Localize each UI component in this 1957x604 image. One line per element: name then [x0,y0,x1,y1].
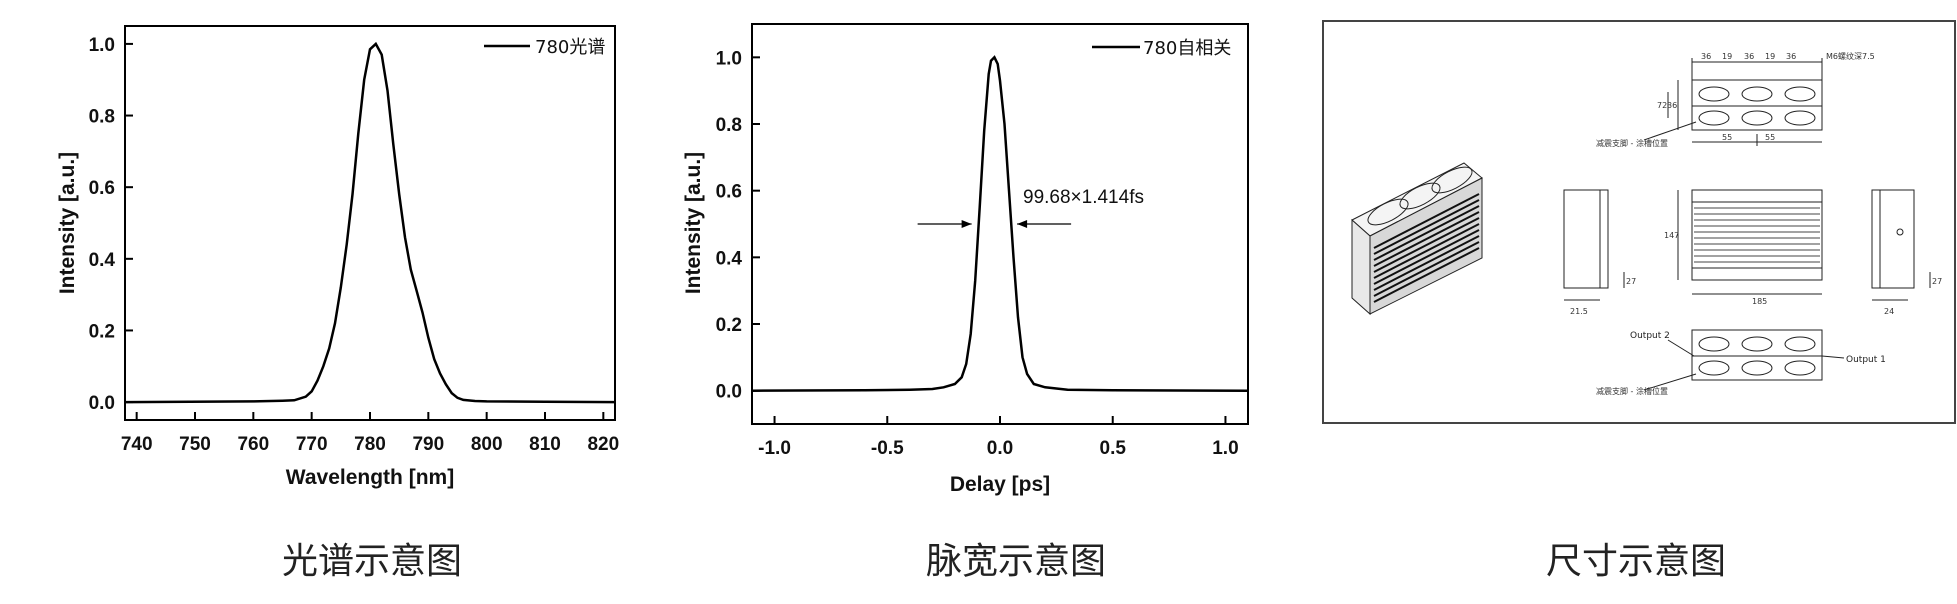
dim-side-2: 36 [1667,101,1677,110]
y-tick-label: 0.8 [716,115,742,136]
front-view [1677,189,1823,295]
x-tick-label: -1.0 [758,438,791,459]
thread-note: M6螺纹深7.5 [1826,51,1875,61]
left-view [1563,189,1625,301]
x-tick-label: 1.0 [1212,438,1238,459]
dim-bottom-2: 55 [1765,133,1775,142]
y-ticks: 0.0 0.2 0.4 0.6 0.8 1.0 [89,35,133,414]
y-tick-label: 0.2 [89,321,115,342]
left-height: 27 [1626,277,1636,286]
fwhm-annotation: 99.68×1.414fs [1023,187,1144,208]
right-height: 27 [1932,277,1942,286]
right-width: 24 [1884,307,1894,316]
front-width: 185 [1752,297,1767,306]
plot-frame [124,25,616,421]
dim-top-1: 36 [1701,52,1711,61]
pulse-width-chart: -1.0 -0.5 0.0 0.5 1.0 0.0 0.2 0.4 0.6 0.8 1.0 780… [682,23,1249,496]
y-axis-label: Intensity [a.u.] [682,152,705,294]
dim-side-1: 72 [1657,101,1667,110]
legend-label: 780光谱 [535,37,605,58]
mount-note-bottom: 减震支脚 - 涂槽位置 [1596,386,1668,396]
caption-pulse-width: 脉宽示意图 [925,541,1106,582]
x-tick-label: 0.0 [987,438,1013,459]
x-tick-label: 820 [587,434,619,455]
y-tick-label: 0.0 [89,393,115,414]
right-view [1871,189,1931,301]
y-tick-label: 0.6 [89,178,115,199]
x-tick-label: 770 [296,434,328,455]
x-axis-label: Delay [ps] [950,473,1050,496]
y-axis-label: Intensity [a.u.] [56,152,79,294]
isometric-view [1351,162,1483,316]
x-ticks: -1.0 -0.5 0.0 0.5 1.0 [758,416,1239,459]
x-tick-label: -0.5 [871,438,904,459]
x-tick-label: 760 [237,434,269,455]
x-tick-label: 740 [121,434,153,455]
legend-label: 780自相关 [1143,38,1231,59]
x-tick-label: 800 [471,434,503,455]
front-height: 147 [1664,231,1679,240]
y-ticks: 0.0 0.2 0.4 0.6 0.8 1.0 [716,48,760,403]
fwhm-left-arrowhead [961,220,972,228]
y-tick-label: 0.4 [89,250,116,271]
spectrum-chart: 740 750 760 770 780 790 800 810 820 0.0 0.2 0.4 0.6… [56,25,619,489]
x-tick-label: 790 [412,434,444,455]
y-tick-label: 1.0 [89,35,115,56]
series-line-spectrum [124,41,616,404]
x-tick-label: 810 [529,434,561,455]
y-tick-label: 0.0 [716,382,742,403]
output-1-label: Output 1 [1846,355,1886,365]
x-ticks: 740 750 760 770 780 790 800 810 820 [121,412,619,455]
x-axis-label: Wavelength [nm] [286,466,454,489]
fwhm-marker [917,220,1072,228]
caption-dimensions: 尺寸示意图 [1545,541,1726,582]
x-tick-label: 780 [354,434,386,455]
dim-top-5: 36 [1786,52,1796,61]
dim-top-4: 19 [1765,52,1775,61]
drawing-svg: 36 19 36 19 36 M6螺纹深7.5 72 36 55 55 减震支脚… [1351,51,1942,396]
mount-note-top: 减震支脚 - 涂槽位置 [1596,138,1668,148]
x-tick-label: 750 [179,434,211,455]
dim-top-3: 36 [1744,52,1754,61]
y-tick-label: 1.0 [716,48,742,69]
x-tick-label: 0.5 [1100,438,1127,459]
left-width: 21.5 [1570,307,1588,316]
y-tick-label: 0.6 [716,182,742,203]
caption-spectrum: 光谱示意图 [281,541,462,582]
y-tick-label: 0.2 [716,315,742,336]
dimension-drawing: 36 19 36 19 36 M6螺纹深7.5 72 36 55 55 减震支脚… [1322,20,1956,424]
y-tick-label: 0.8 [89,107,115,128]
leader-top [1643,121,1697,141]
top-view [1667,58,1823,146]
dim-top-2: 19 [1722,52,1732,61]
y-tick-label: 0.4 [716,248,743,269]
series-line-autocorrelation [751,55,1249,392]
dim-bottom-1: 55 [1722,133,1732,142]
bottom-view [1643,329,1845,391]
output-2-label: Output 2 [1630,331,1670,341]
fwhm-right-arrowhead [1017,220,1028,228]
